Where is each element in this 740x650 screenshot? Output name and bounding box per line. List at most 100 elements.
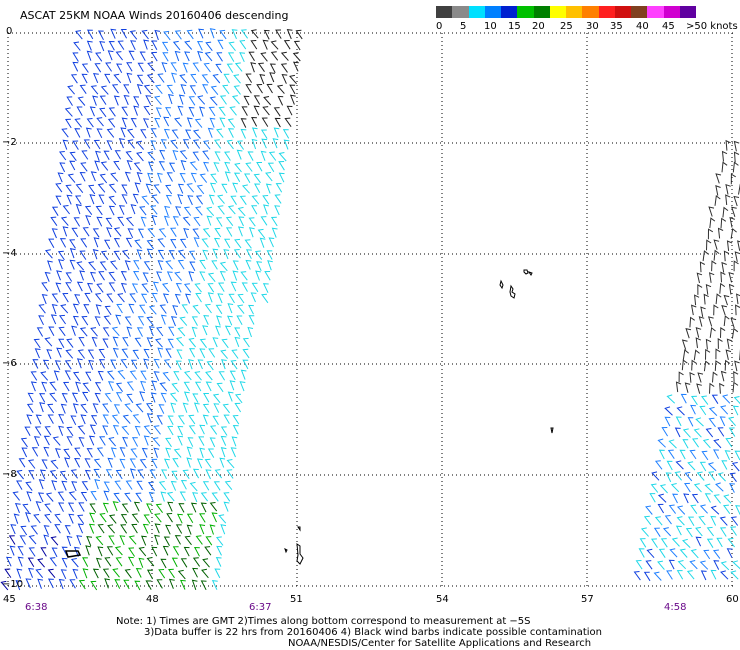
wind-barb bbox=[248, 51, 255, 61]
wind-barb bbox=[213, 237, 220, 248]
wind-barb bbox=[269, 63, 276, 74]
wind-barb bbox=[704, 483, 714, 493]
wind-barb bbox=[218, 106, 226, 116]
wind-barb bbox=[721, 261, 727, 273]
wind-barb bbox=[115, 557, 123, 567]
wind-barb bbox=[731, 462, 740, 472]
wind-barb bbox=[113, 95, 120, 106]
wind-barb bbox=[133, 105, 139, 116]
wind-barb bbox=[719, 382, 725, 394]
wind-barb bbox=[693, 428, 702, 438]
wind-barb bbox=[161, 282, 170, 293]
wind-barb bbox=[106, 546, 114, 556]
wind-barb bbox=[680, 393, 687, 404]
wind-barb bbox=[210, 85, 219, 96]
island-outline bbox=[64, 550, 82, 558]
wind-barb bbox=[666, 570, 673, 580]
wind-barb bbox=[229, 370, 236, 381]
wind-barb bbox=[260, 52, 268, 62]
wind-barb bbox=[118, 205, 125, 215]
wind-barb bbox=[43, 534, 50, 545]
wind-barb bbox=[113, 227, 122, 237]
wind-barb bbox=[63, 381, 70, 392]
wind-barb bbox=[125, 480, 133, 490]
wind-barb bbox=[95, 150, 101, 161]
wind-barb bbox=[143, 261, 151, 271]
wind-barb bbox=[729, 472, 737, 482]
wind-barb bbox=[257, 62, 265, 72]
wind-barb bbox=[145, 183, 152, 194]
wind-barb bbox=[228, 293, 235, 304]
wind-barb bbox=[180, 160, 187, 171]
wind-barb bbox=[212, 393, 221, 404]
note-line: Note: 1) Times are GMT 2)Times along bot… bbox=[116, 616, 531, 627]
wind-barb bbox=[104, 305, 112, 316]
wind-barb bbox=[687, 417, 694, 427]
wind-barb bbox=[292, 52, 301, 62]
wind-barb bbox=[47, 260, 53, 271]
wind-barb bbox=[137, 316, 145, 326]
wind-barb bbox=[86, 448, 93, 458]
wind-barb bbox=[668, 439, 677, 449]
wind-barb bbox=[108, 514, 117, 524]
wind-barb bbox=[38, 304, 46, 314]
wind-barb bbox=[153, 425, 161, 435]
wind-barb bbox=[71, 392, 78, 403]
wind-barb bbox=[34, 348, 41, 359]
wind-barb bbox=[84, 205, 93, 215]
wind-barb bbox=[70, 74, 78, 84]
wind-barb bbox=[119, 447, 126, 457]
wind-barb bbox=[270, 40, 279, 50]
wind-barb bbox=[731, 206, 737, 217]
wind-barb bbox=[167, 93, 174, 105]
wind-barb bbox=[72, 371, 81, 382]
wind-barb bbox=[250, 29, 259, 39]
wind-barb bbox=[245, 73, 253, 83]
wind-barb bbox=[148, 491, 155, 502]
wind-barb bbox=[58, 151, 67, 161]
wind-barb bbox=[152, 437, 161, 447]
wind-barb bbox=[708, 417, 716, 428]
wind-barb bbox=[113, 250, 121, 261]
wind-barb bbox=[77, 425, 86, 435]
wind-barb bbox=[120, 127, 127, 138]
wind-barb bbox=[716, 537, 723, 548]
wind-barb bbox=[98, 271, 105, 281]
wind-barb bbox=[104, 73, 111, 84]
wind-barb bbox=[167, 415, 174, 426]
wind-barb bbox=[215, 63, 223, 74]
wind-barb bbox=[154, 95, 162, 106]
wind-barb bbox=[139, 391, 145, 402]
wind-barb bbox=[126, 393, 134, 404]
wind-barb bbox=[188, 337, 196, 348]
wind-barb bbox=[711, 394, 719, 404]
wind-barb bbox=[69, 259, 76, 270]
wind-barb bbox=[651, 471, 660, 481]
wind-barb bbox=[232, 182, 238, 193]
wind-barb bbox=[114, 546, 123, 556]
wind-barb bbox=[93, 468, 101, 479]
wind-barb bbox=[703, 293, 709, 305]
wind-barb bbox=[49, 470, 58, 480]
wind-barb bbox=[127, 139, 135, 149]
wind-barb bbox=[110, 447, 117, 458]
pass-time-label: 4:58 bbox=[664, 602, 687, 613]
wind-barb bbox=[10, 524, 17, 535]
wind-barb bbox=[216, 128, 224, 138]
wind-barb bbox=[105, 217, 113, 228]
wind-barb bbox=[110, 28, 117, 39]
wind-barb bbox=[173, 371, 180, 381]
wind-barb bbox=[123, 94, 130, 105]
wind-barb bbox=[708, 206, 715, 217]
wind-barb bbox=[59, 162, 66, 173]
wind-barb bbox=[146, 337, 153, 348]
wind-barb bbox=[241, 184, 250, 194]
wind-barb bbox=[170, 402, 177, 413]
wind-barb bbox=[58, 502, 64, 512]
wind-barb bbox=[59, 238, 67, 248]
wind-barb bbox=[28, 470, 35, 480]
wind-barb bbox=[176, 349, 183, 360]
wind-barb bbox=[25, 481, 33, 491]
wind-barb bbox=[108, 183, 117, 193]
wind-barb bbox=[710, 515, 717, 526]
